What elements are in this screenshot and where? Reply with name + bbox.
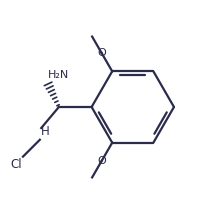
Text: O: O [97, 156, 106, 166]
Text: H: H [41, 125, 50, 138]
Text: O: O [97, 48, 106, 58]
Text: Cl: Cl [10, 158, 22, 171]
Text: H₂N: H₂N [48, 70, 70, 80]
